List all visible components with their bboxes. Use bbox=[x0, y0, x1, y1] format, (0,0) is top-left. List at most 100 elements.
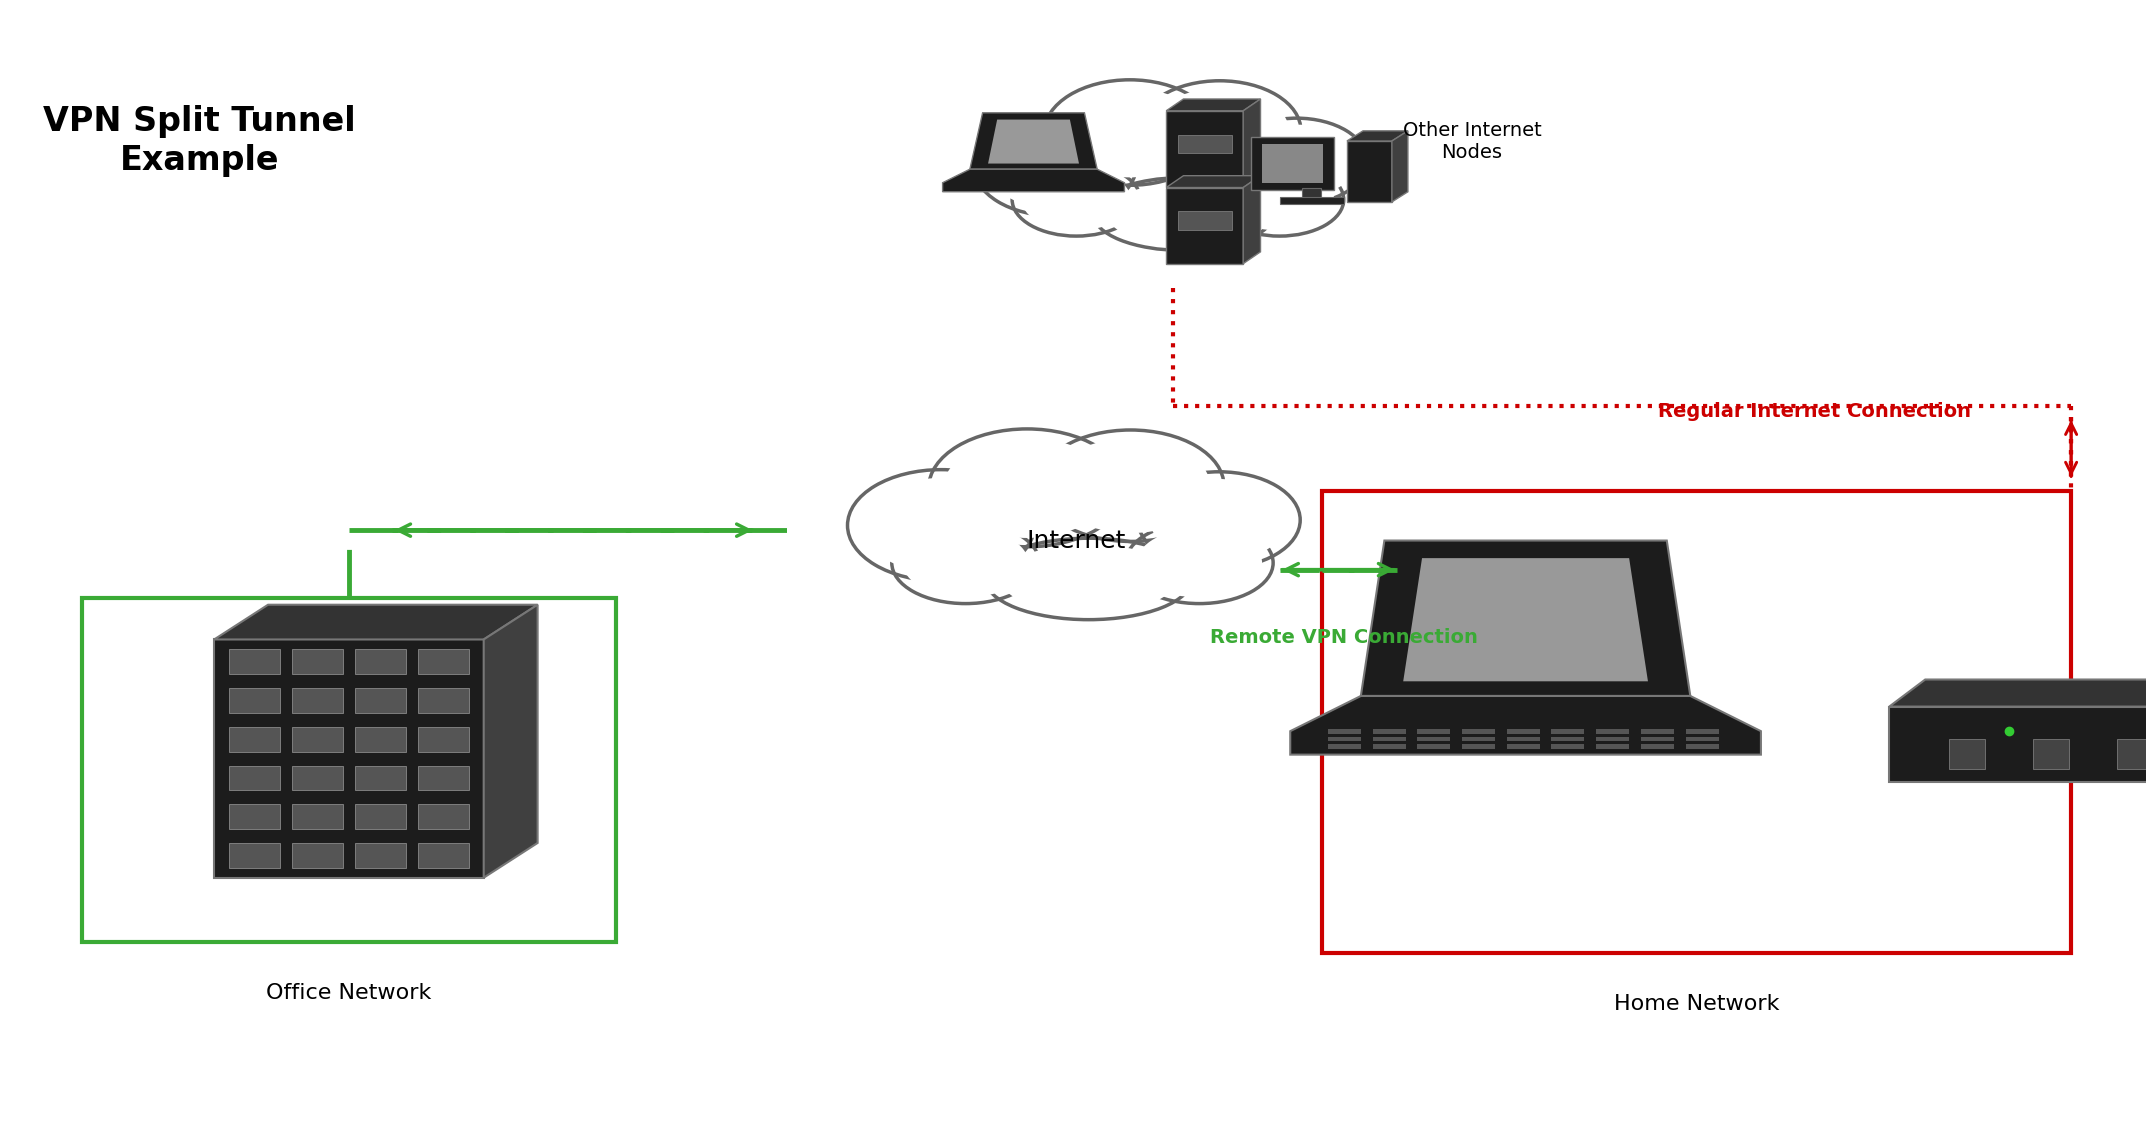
Bar bbox=[1597, 730, 1629, 734]
Bar bbox=[230, 843, 279, 867]
Ellipse shape bbox=[1052, 439, 1210, 534]
Polygon shape bbox=[1393, 131, 1408, 202]
Text: Remote VPN Connection: Remote VPN Connection bbox=[1210, 628, 1479, 646]
Bar bbox=[2116, 739, 2146, 769]
Bar bbox=[230, 650, 279, 675]
Bar bbox=[292, 766, 343, 791]
Bar bbox=[230, 688, 279, 713]
Bar bbox=[354, 726, 406, 751]
Ellipse shape bbox=[1058, 88, 1202, 177]
Bar bbox=[292, 726, 343, 751]
Ellipse shape bbox=[1037, 430, 1223, 541]
Bar bbox=[1251, 136, 1335, 190]
Bar bbox=[418, 688, 468, 713]
Ellipse shape bbox=[903, 528, 1028, 598]
Polygon shape bbox=[1165, 99, 1260, 111]
Bar bbox=[1373, 744, 1406, 749]
Bar bbox=[1416, 730, 1451, 734]
Ellipse shape bbox=[974, 116, 1135, 215]
Bar bbox=[1348, 141, 1393, 202]
Bar bbox=[292, 650, 343, 675]
Bar bbox=[1416, 744, 1451, 749]
Polygon shape bbox=[215, 605, 539, 640]
Bar bbox=[1461, 737, 1496, 741]
Ellipse shape bbox=[848, 469, 1034, 581]
Bar bbox=[1178, 134, 1232, 153]
Ellipse shape bbox=[1137, 528, 1262, 598]
Ellipse shape bbox=[1215, 164, 1343, 236]
Bar bbox=[1506, 737, 1539, 741]
Polygon shape bbox=[1361, 540, 1691, 696]
Polygon shape bbox=[987, 120, 1079, 164]
Bar bbox=[354, 766, 406, 791]
Bar bbox=[1262, 144, 1322, 183]
Bar bbox=[354, 650, 406, 675]
Ellipse shape bbox=[1225, 118, 1367, 204]
Ellipse shape bbox=[1236, 124, 1356, 199]
Polygon shape bbox=[1243, 176, 1260, 264]
Bar bbox=[292, 688, 343, 713]
Polygon shape bbox=[1243, 99, 1260, 187]
Polygon shape bbox=[970, 113, 1097, 169]
Bar bbox=[1279, 197, 1343, 204]
Bar bbox=[1373, 737, 1406, 741]
Polygon shape bbox=[1290, 696, 1762, 755]
Bar bbox=[1642, 730, 1674, 734]
Bar bbox=[418, 650, 468, 675]
Text: VPN Split Tunnel
Example: VPN Split Tunnel Example bbox=[43, 105, 356, 177]
Bar bbox=[1949, 739, 1985, 769]
Bar bbox=[418, 843, 468, 867]
Ellipse shape bbox=[1021, 169, 1131, 230]
Bar bbox=[215, 640, 483, 878]
Bar bbox=[1461, 744, 1496, 749]
Ellipse shape bbox=[1137, 472, 1300, 569]
Ellipse shape bbox=[1107, 183, 1260, 245]
Bar bbox=[1597, 737, 1629, 741]
Text: Other Internet
Nodes: Other Internet Nodes bbox=[1403, 121, 1541, 161]
Bar bbox=[418, 726, 468, 751]
Ellipse shape bbox=[893, 522, 1039, 603]
Bar bbox=[1597, 744, 1629, 749]
Bar bbox=[1506, 730, 1539, 734]
Bar bbox=[1685, 730, 1719, 734]
Bar bbox=[1461, 730, 1496, 734]
Bar bbox=[418, 766, 468, 791]
Text: Home Network: Home Network bbox=[1614, 994, 1779, 1014]
Bar bbox=[1552, 730, 1584, 734]
Ellipse shape bbox=[929, 429, 1125, 547]
Ellipse shape bbox=[944, 438, 1112, 538]
Bar bbox=[1322, 491, 2071, 953]
Bar bbox=[230, 766, 279, 791]
Bar bbox=[292, 804, 343, 829]
Ellipse shape bbox=[861, 478, 1021, 573]
Bar bbox=[1685, 744, 1719, 749]
Polygon shape bbox=[1888, 679, 2146, 706]
Bar bbox=[1552, 744, 1584, 749]
Ellipse shape bbox=[1000, 545, 1176, 614]
Bar bbox=[354, 688, 406, 713]
Bar bbox=[1303, 187, 1322, 200]
Polygon shape bbox=[1165, 176, 1260, 187]
Bar bbox=[1165, 187, 1243, 264]
Ellipse shape bbox=[1094, 177, 1273, 250]
Text: Regular Internet Connection: Regular Internet Connection bbox=[1659, 403, 1970, 421]
Polygon shape bbox=[1403, 558, 1648, 681]
Bar bbox=[2032, 739, 2069, 769]
Bar bbox=[1165, 111, 1243, 187]
Text: Internet: Internet bbox=[1026, 529, 1127, 554]
Bar bbox=[1685, 737, 1719, 741]
Bar bbox=[354, 843, 406, 867]
Bar bbox=[1416, 737, 1451, 741]
Bar bbox=[418, 804, 468, 829]
Ellipse shape bbox=[1045, 80, 1215, 185]
Bar bbox=[1506, 744, 1539, 749]
Polygon shape bbox=[1348, 131, 1408, 141]
Bar bbox=[1328, 744, 1361, 749]
Bar bbox=[1642, 737, 1674, 741]
Bar bbox=[1552, 737, 1584, 741]
Ellipse shape bbox=[1137, 81, 1300, 180]
Bar bbox=[230, 804, 279, 829]
Bar bbox=[292, 843, 343, 867]
Ellipse shape bbox=[985, 124, 1125, 209]
Bar bbox=[1178, 211, 1232, 230]
